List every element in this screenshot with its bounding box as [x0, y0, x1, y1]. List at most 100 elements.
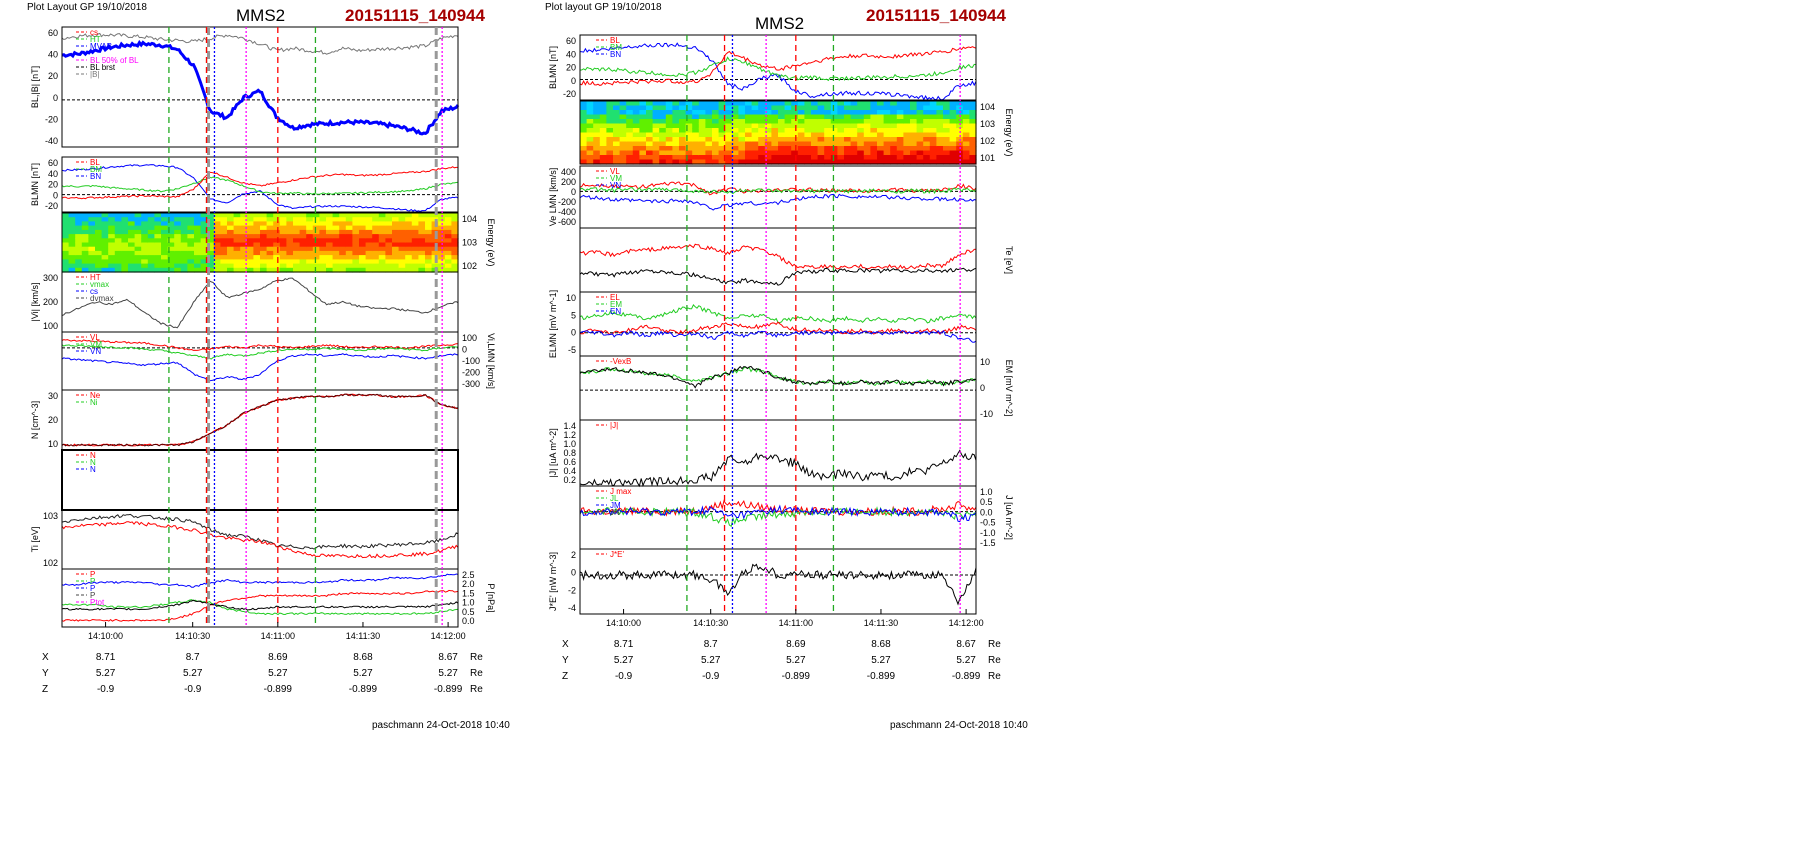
heatmap-cell [784, 155, 792, 161]
heatmap-cell [969, 137, 977, 143]
x-tick-label: 14:10:30 [175, 631, 210, 641]
heatmap-cell [253, 267, 261, 273]
heatmap-cell [626, 105, 634, 111]
heatmap-cell [877, 119, 885, 125]
coord-value: -0.899 [782, 671, 811, 682]
heatmap-cell [712, 101, 720, 107]
legend-label: MVAB [90, 42, 112, 51]
heatmap-cell [916, 141, 924, 147]
series-line [579, 187, 977, 195]
heatmap-cell [903, 123, 911, 129]
heatmap-cell [679, 114, 687, 120]
heatmap-cell [685, 101, 693, 107]
heatmap-cell [969, 123, 977, 129]
heatmap-cell [910, 141, 918, 147]
heatmap-cell [194, 255, 202, 260]
heatmap-cell [293, 259, 301, 265]
heatmap-cell [154, 259, 162, 265]
heatmap-cell [260, 221, 268, 227]
heatmap-cell [771, 101, 779, 107]
heatmap-cell [147, 229, 155, 235]
heatmap-cell [797, 123, 805, 129]
heatmap-cell [817, 141, 825, 147]
heatmap-cell [877, 146, 885, 152]
heatmap-cell [332, 234, 340, 239]
x-tick-label: 14:11:30 [346, 631, 380, 641]
heatmap-cell [372, 234, 380, 239]
heatmap-cell [692, 141, 700, 147]
heatmap-cell [784, 132, 792, 138]
heatmap-cell [306, 246, 314, 252]
heatmap-cell [121, 225, 129, 231]
heatmap-cell [943, 119, 951, 125]
heatmap-cell [863, 141, 871, 147]
heatmap-cell [797, 155, 805, 161]
heatmap-cell [745, 128, 753, 134]
y-axis-label: P [nPa] [486, 583, 496, 612]
heatmap-cell [804, 132, 812, 138]
heatmap-cell [797, 101, 805, 107]
heatmap-cell [167, 242, 175, 248]
heatmap-cell [418, 246, 426, 252]
right-event-id: 20151115_140944 [866, 6, 1006, 25]
heatmap-cell [725, 159, 733, 165]
heatmap-cell [246, 263, 254, 269]
heatmap-cell [685, 114, 693, 120]
heatmap-cell [738, 137, 746, 143]
heatmap-cell [632, 128, 640, 134]
heatmap-cell [705, 159, 713, 165]
y-tick-label: -2 [568, 585, 576, 595]
heatmap-cell [352, 267, 360, 273]
heatmap-cell [883, 110, 891, 116]
coord-unit: Re [470, 668, 483, 679]
heatmap-cell [418, 213, 426, 218]
heatmap-cell [692, 146, 700, 152]
y-axis-label: |Vi| [km/s] [30, 282, 40, 321]
heatmap-cell [863, 132, 871, 138]
heatmap-cell [180, 213, 188, 218]
heatmap-cell [910, 155, 918, 161]
heatmap-cell [299, 250, 307, 256]
heatmap-cell [286, 242, 294, 248]
heatmap-cell [260, 217, 268, 222]
heatmap-cell [943, 141, 951, 147]
heatmap-cell [672, 110, 680, 116]
heatmap-cell [910, 101, 918, 107]
heatmap-cell [161, 234, 169, 239]
legend-label: N [90, 451, 96, 460]
heatmap-cell [194, 238, 202, 244]
heatmap-cell [392, 246, 400, 252]
heatmap-cell [811, 141, 819, 147]
heatmap-cell [870, 155, 878, 161]
heatmap-cell [712, 128, 720, 134]
heatmap-cell [916, 137, 924, 143]
heatmap-cell [804, 128, 812, 134]
coord-value: 5.27 [268, 668, 288, 679]
heatmap-cell [174, 259, 182, 265]
heatmap-cell [863, 110, 871, 116]
heatmap-cell [365, 250, 373, 256]
heatmap-cell [652, 119, 660, 125]
legend-label: N [90, 458, 96, 467]
heatmap-cell [194, 225, 202, 231]
heatmap-cell [837, 123, 845, 129]
heatmap-cell [62, 250, 70, 256]
legend-label: N [90, 465, 96, 474]
heatmap-cell [725, 110, 733, 116]
heatmap-cell [797, 141, 805, 147]
heatmap-cell [619, 159, 627, 165]
heatmap-cell [220, 225, 228, 231]
heatmap-cell [319, 250, 327, 256]
heatmap-cell [365, 263, 373, 269]
heatmap-cell [672, 146, 680, 152]
heatmap-cell [632, 110, 640, 116]
heatmap-cell [586, 141, 594, 147]
heatmap-cell [580, 119, 588, 125]
heatmap-cell [240, 259, 248, 265]
heatmap-cell [962, 137, 970, 143]
heatmap-cell [246, 250, 254, 256]
heatmap-cell [646, 150, 654, 156]
heatmap-cell [405, 267, 413, 273]
heatmap-cell [392, 225, 400, 231]
heatmap-cell [213, 242, 221, 248]
